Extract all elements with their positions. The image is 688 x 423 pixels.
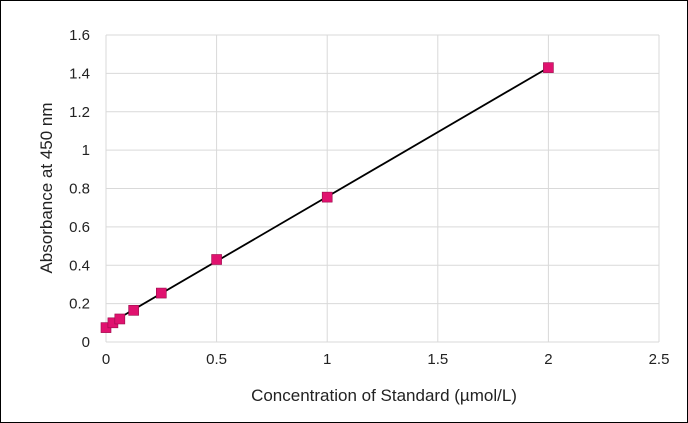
x-axis-title: Concentration of Standard (µmol/L) (251, 386, 517, 405)
x-tick-labels: 0 0.5 1 1.5 2 2.5 (102, 351, 670, 368)
y-tick-label: 1 (82, 142, 90, 159)
y-tick-label: 0.2 (69, 296, 90, 313)
x-tick-label: 1 (323, 351, 331, 368)
y-tick-label: 0 (82, 334, 90, 351)
y-tick-labels: 0 0.2 0.4 0.6 0.8 1 1.2 1.4 1.6 (69, 27, 90, 351)
y-tick-label: 0.6 (69, 219, 90, 236)
y-tick-label: 0.8 (69, 181, 90, 198)
data-point (543, 62, 554, 73)
data-point (114, 313, 126, 325)
x-tick-label: 0.5 (206, 351, 227, 368)
x-tick-label: 2.5 (649, 351, 670, 368)
x-tick-label: 2 (544, 351, 552, 368)
x-tick-label: 0 (102, 351, 110, 368)
grid (105, 34, 660, 343)
data-point (156, 287, 167, 299)
data-points (100, 62, 554, 333)
data-point (128, 305, 139, 316)
y-tick-label: 1.2 (69, 104, 90, 121)
y-axis-title: Absorbance at 450 nm (37, 102, 56, 273)
y-tick-label: 1.4 (69, 65, 90, 82)
y-tick-label: 1.6 (69, 27, 90, 44)
x-tick-label: 1.5 (427, 351, 448, 368)
data-point (211, 254, 222, 265)
data-point (321, 191, 333, 203)
y-tick-label: 0.4 (69, 257, 90, 274)
